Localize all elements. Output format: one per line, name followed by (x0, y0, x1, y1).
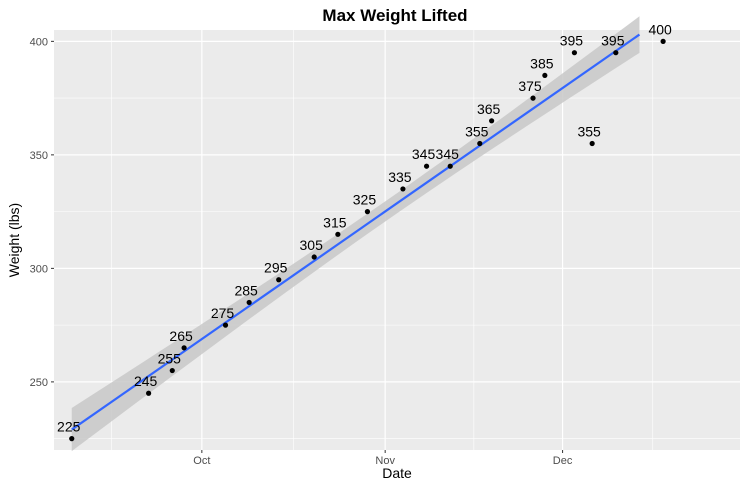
plot-panel (54, 30, 740, 450)
data-label: 345 (412, 146, 436, 162)
x-axis-ticks: Oct Nov Dec (193, 450, 573, 467)
data-point (589, 140, 595, 147)
data-label: 355 (577, 124, 601, 140)
data-point (571, 50, 578, 56)
confidence-band (71, 16, 640, 452)
data-point (69, 436, 75, 442)
data-label: 395 (560, 33, 584, 49)
data-point (146, 390, 152, 396)
data-label: 355 (465, 124, 489, 140)
data-point (542, 72, 548, 79)
data-point (489, 118, 495, 124)
data-point (423, 163, 430, 169)
data-point (311, 254, 317, 260)
data-point (530, 95, 536, 101)
data-label: 245 (134, 373, 158, 389)
data-label: 345 (436, 146, 460, 162)
data-label: 225 (57, 419, 81, 435)
y-tick-label: 250 (30, 377, 48, 389)
data-label: 305 (300, 237, 324, 253)
x-axis-title: Date (382, 465, 412, 481)
data-label: 265 (169, 328, 193, 344)
data-point (169, 367, 175, 374)
data-point (400, 186, 406, 192)
data-label: 365 (477, 101, 501, 117)
data-point (335, 231, 341, 237)
trend-line (71, 33, 641, 431)
data-label: 385 (530, 55, 554, 71)
x-tick-label: Oct (193, 455, 210, 467)
confidence-band-group (71, 16, 640, 452)
data-label: 255 (158, 351, 182, 367)
data-label: 375 (518, 78, 542, 94)
data-point (276, 277, 282, 283)
data-label: 285 (234, 282, 258, 298)
y-tick-label: 300 (30, 263, 48, 275)
data-label: 335 (388, 169, 412, 185)
y-tick-label: 400 (30, 36, 48, 48)
chart-title: Max Weight Lifted (322, 6, 467, 25)
data-point (246, 299, 252, 306)
y-tick-label: 350 (30, 150, 48, 162)
x-tick-label: Dec (553, 455, 573, 467)
data-point (364, 209, 371, 215)
trend-line-group (71, 33, 641, 431)
data-point (660, 38, 666, 44)
data-label: 325 (353, 192, 377, 208)
data-point (222, 322, 229, 328)
x-tick-label: Nov (375, 455, 395, 467)
data-point (447, 163, 453, 169)
data-label: 315 (323, 214, 347, 230)
data-point (181, 345, 187, 351)
data-label: 400 (648, 21, 672, 37)
data-point (613, 50, 619, 56)
data-label: 395 (601, 33, 625, 49)
data-point (477, 140, 483, 147)
data-label: 275 (211, 305, 235, 321)
data-points (69, 38, 666, 442)
y-axis-ticks: 250 300 350 400 (30, 36, 54, 389)
data-label: 295 (264, 260, 288, 276)
y-axis-title: Weight (lbs) (6, 203, 22, 277)
